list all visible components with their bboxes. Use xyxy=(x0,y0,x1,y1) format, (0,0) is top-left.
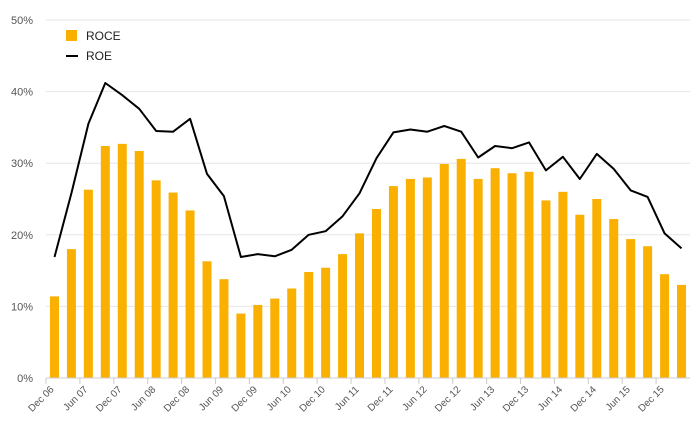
x-tick-label: Dec 08 xyxy=(162,384,192,414)
x-tick-label: Dec 07 xyxy=(94,384,124,414)
y-tick-label: 40% xyxy=(11,87,33,99)
roce-bar xyxy=(575,214,585,378)
roce-bar xyxy=(202,261,212,378)
roce-bar xyxy=(541,200,551,378)
roce-bar xyxy=(473,178,483,378)
y-tick-label: 30% xyxy=(11,158,33,170)
y-tick-label: 20% xyxy=(11,230,33,242)
x-tick-label: Jun 12 xyxy=(400,384,429,413)
roce-bar xyxy=(219,279,229,378)
x-tick-label: Jun 08 xyxy=(129,384,158,413)
x-tick-label: Dec 15 xyxy=(637,384,667,414)
roce-bar xyxy=(660,274,670,378)
roce-bar xyxy=(134,151,144,378)
roce-bar xyxy=(287,288,297,378)
x-tick-label: Jun 07 xyxy=(61,384,90,413)
roce-bar xyxy=(49,296,59,378)
roce-bar xyxy=(83,189,93,378)
roce-bar xyxy=(338,254,348,378)
roce-bar xyxy=(524,171,534,378)
legend-label-roce: ROCE xyxy=(86,29,121,43)
roce-bar xyxy=(643,246,653,378)
roce-bar xyxy=(405,178,415,378)
roce-bar xyxy=(236,313,246,378)
x-tick-label: Dec 12 xyxy=(433,384,463,414)
roce-bar xyxy=(439,163,449,378)
x-tick-label: Dec 13 xyxy=(501,384,531,414)
x-tick-label: Jun 11 xyxy=(333,384,362,413)
roce-bar xyxy=(253,304,263,378)
roce-bar xyxy=(609,219,619,378)
legend-swatch-roce xyxy=(66,30,77,41)
y-tick-label: 50% xyxy=(11,15,33,27)
roce-bar xyxy=(677,284,687,378)
x-tick-label: Dec 10 xyxy=(298,384,328,414)
y-axis-ticks: 0% 10% 20% 30% 40% 50% xyxy=(11,15,33,385)
x-axis: Dec 06 Jun 07 Dec 07 Jun 08 Dec 08 Jun 09 Dec … xyxy=(26,377,690,415)
roe-line-layer xyxy=(53,82,683,258)
roce-bar xyxy=(371,209,381,378)
roce-bars xyxy=(49,143,687,378)
x-tick-label: Dec 09 xyxy=(230,384,260,414)
roce-bar xyxy=(100,146,110,378)
y-tick-label: 0% xyxy=(17,373,33,385)
roce-bar xyxy=(66,249,76,378)
x-tick-label: Dec 06 xyxy=(26,384,56,414)
roce-bar xyxy=(507,173,517,378)
x-tick-label: Jun 10 xyxy=(265,384,294,413)
roce-bar xyxy=(626,239,636,378)
roce-bar xyxy=(151,180,161,378)
x-tick-label: Dec 11 xyxy=(366,384,396,414)
x-tick-label: Jun 09 xyxy=(197,384,226,413)
legend: ROCE ROE xyxy=(66,29,121,63)
roce-bar xyxy=(558,191,568,378)
x-tick-label: Jun 13 xyxy=(468,384,497,413)
roe-line xyxy=(53,82,683,258)
roce-bar xyxy=(388,186,398,378)
roce-bar xyxy=(456,158,466,378)
roce-bar xyxy=(117,143,127,378)
roce-bar xyxy=(592,199,602,378)
y-tick-label: 10% xyxy=(11,301,33,313)
roce-bar xyxy=(304,272,314,378)
roce-bar xyxy=(422,177,432,378)
roce-bar xyxy=(168,192,178,378)
roce-bar xyxy=(185,210,195,378)
roce-bar xyxy=(270,298,280,378)
legend-label-roe: ROE xyxy=(86,49,112,63)
x-tick-label: Jun 15 xyxy=(604,384,633,413)
roce-bar xyxy=(321,267,331,378)
roce-bar xyxy=(355,233,365,378)
roce-bar xyxy=(490,168,500,378)
x-tick-label: Jun 14 xyxy=(536,384,565,413)
x-tick-label: Dec 14 xyxy=(569,384,599,414)
